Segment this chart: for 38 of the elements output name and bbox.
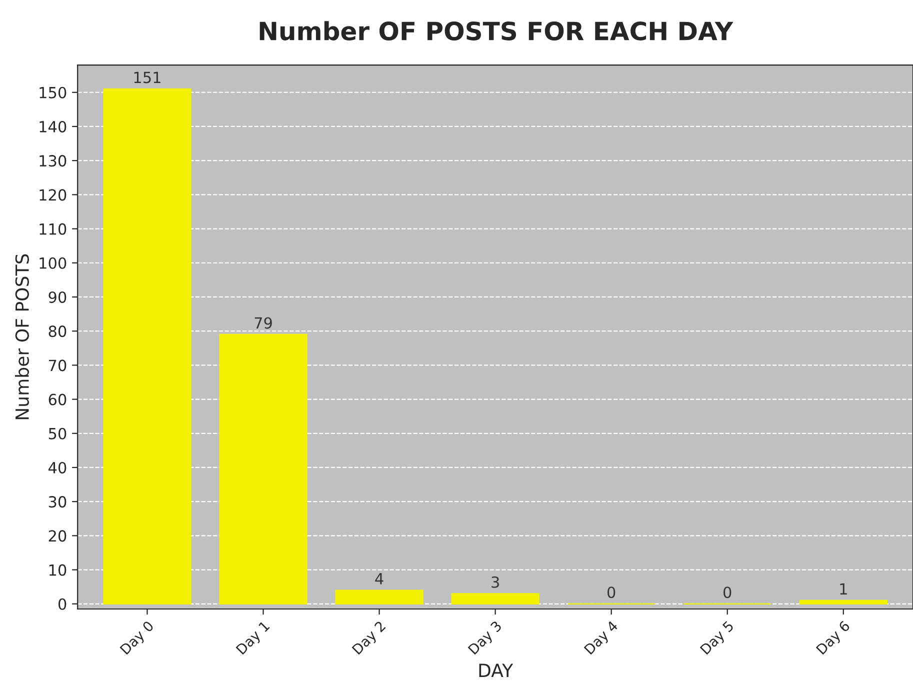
x-tick-label: Day 4 <box>584 620 620 657</box>
x-axis-title: DAY <box>479 664 514 677</box>
data-label: 151 <box>134 72 160 84</box>
x-tick-label: Day 1 <box>236 620 272 657</box>
x-tick-label: Day 6 <box>816 620 852 657</box>
y-tick-label: 110 <box>40 223 66 235</box>
data-label: 0 <box>607 586 616 598</box>
y-tick-label: 10 <box>49 564 66 576</box>
y-tick-label: 80 <box>48 326 66 338</box>
y-tick-label: 70 <box>49 360 66 372</box>
y-tick-label: 40 <box>48 462 66 474</box>
y-tick-label: 30 <box>48 496 66 508</box>
y-tick-label: 120 <box>40 189 66 201</box>
data-label: 4 <box>375 573 384 584</box>
bar <box>335 590 424 604</box>
y-tick-label: 0 <box>58 598 66 610</box>
bar <box>799 600 888 604</box>
y-tick-label: 20 <box>48 530 66 542</box>
chart-title: Number OF POSTS FOR EACH DAY <box>260 21 734 40</box>
y-tick-label: 130 <box>40 155 66 167</box>
x-tick-label: Day 2 <box>352 620 388 657</box>
data-label: 3 <box>492 576 499 588</box>
y-tick-label: 90 <box>48 291 66 304</box>
x-tick-label: Day 3 <box>468 620 504 657</box>
y-tick-label: 150 <box>40 86 66 98</box>
y-tick-label: 60 <box>48 394 66 406</box>
bar <box>219 334 308 604</box>
data-label: 1 <box>840 583 847 595</box>
bar <box>451 593 540 604</box>
x-tick-label: Day 0 <box>120 620 156 657</box>
x-tick-label: Day 5 <box>700 620 736 657</box>
data-label: 79 <box>254 317 272 329</box>
y-tick-label: 100 <box>40 257 66 269</box>
bar <box>103 88 192 604</box>
y-axis-title: Number OF POSTS <box>14 254 29 420</box>
data-label: 0 <box>724 586 732 598</box>
y-tick-label: 50 <box>48 428 66 440</box>
y-tick-label: 140 <box>40 120 66 132</box>
